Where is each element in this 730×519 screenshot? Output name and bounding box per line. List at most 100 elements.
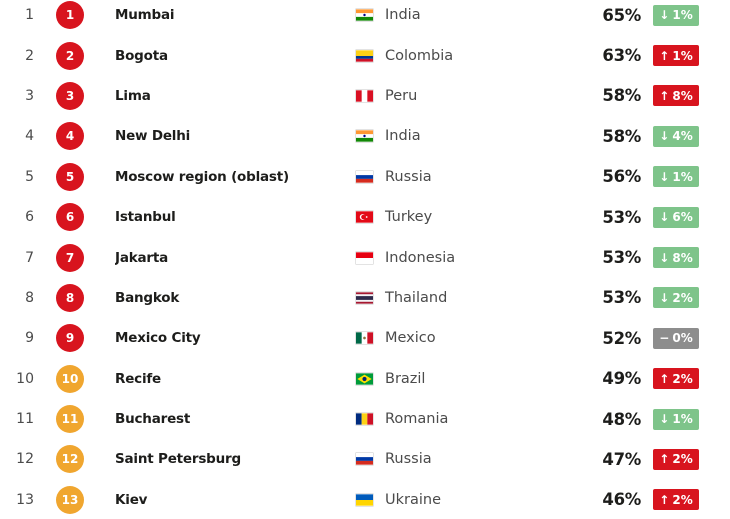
brazil-flag-icon bbox=[356, 373, 373, 385]
rank-circle-number: 3 bbox=[65, 88, 75, 103]
country-name: Peru bbox=[385, 87, 418, 104]
table-row[interactable]: 9 9 Mexico City Mexico 52% − 0% bbox=[0, 318, 730, 358]
rank-number: 3 bbox=[25, 87, 34, 104]
rank-circle-badge: 13 bbox=[56, 485, 84, 514]
table-row[interactable]: 6 6 Istanbul Turkey 53% ↓ 6% bbox=[0, 197, 730, 237]
city-name: Lima bbox=[115, 87, 151, 104]
country-name: Mexico bbox=[385, 330, 436, 347]
country-cell: India bbox=[356, 128, 571, 144]
rank-circle-number: 13 bbox=[61, 492, 79, 507]
rank-circle-badge: 3 bbox=[56, 81, 84, 110]
rank-circle-number: 11 bbox=[61, 412, 79, 427]
city-name: Istanbul bbox=[115, 209, 176, 226]
rank-circle-number: 5 bbox=[65, 169, 75, 184]
rank-circle-badge: 4 bbox=[56, 122, 84, 151]
country-cell: Ukraine bbox=[356, 492, 571, 508]
rank-circle-badge: 9 bbox=[56, 324, 84, 353]
trend-arrow-icon: ↓ bbox=[659, 412, 670, 427]
congestion-percent: 46% bbox=[602, 490, 641, 510]
table-row[interactable]: 10 10 Recife Brazil 49% ↑ 2% bbox=[0, 359, 730, 399]
country-cell: Turkey bbox=[356, 209, 571, 225]
trend-delta-value: 1% bbox=[672, 48, 693, 63]
colombia-flag-icon bbox=[356, 49, 373, 62]
city-name: Saint Petersburg bbox=[115, 451, 241, 468]
trend-delta-value: 4% bbox=[672, 129, 693, 144]
congestion-percent: 58% bbox=[602, 86, 641, 106]
city-name: New Delhi bbox=[115, 128, 191, 145]
rank-circle-badge: 10 bbox=[56, 364, 84, 393]
rank-number: 6 bbox=[25, 209, 34, 226]
city-name: Jakarta bbox=[115, 249, 169, 266]
rank-circle-badge: 12 bbox=[56, 445, 84, 474]
trend-badge: − 0% bbox=[653, 327, 699, 349]
table-row[interactable]: 2 2 Bogota Colombia 63% ↑ 1% bbox=[0, 35, 730, 75]
congestion-percent: 58% bbox=[602, 126, 641, 146]
country-name: Romania bbox=[385, 411, 449, 428]
rank-number: 12 bbox=[16, 451, 34, 468]
trend-badge: ↑ 2% bbox=[653, 368, 699, 390]
country-cell: Russia bbox=[356, 169, 571, 185]
country-cell: Peru bbox=[356, 88, 571, 104]
trend-badge: ↑ 1% bbox=[653, 45, 699, 67]
trend-badge: ↓ 1% bbox=[653, 408, 699, 430]
country-name: Brazil bbox=[385, 370, 426, 387]
mexico-flag-icon bbox=[356, 332, 373, 344]
trend-arrow-icon: ↓ bbox=[659, 290, 670, 305]
country-name: India bbox=[385, 7, 421, 24]
table-row[interactable]: 8 8 Bangkok Thailand 53% ↓ 2% bbox=[0, 278, 730, 318]
table-row[interactable]: 12 12 Saint Petersburg Russia 47% ↑ 2% bbox=[0, 439, 730, 479]
country-name: Russia bbox=[385, 451, 432, 468]
city-name: Bucharest bbox=[115, 411, 191, 428]
rank-circle-number: 12 bbox=[61, 452, 79, 467]
table-row[interactable]: 13 13 Kiev Ukraine 46% ↑ 2% bbox=[0, 480, 730, 519]
trend-arrow-icon: ↑ bbox=[659, 48, 670, 63]
country-cell: Mexico bbox=[356, 330, 571, 346]
rank-number: 11 bbox=[16, 411, 34, 428]
congestion-percent: 56% bbox=[602, 167, 641, 187]
trend-delta-value: 6% bbox=[672, 210, 693, 225]
congestion-percent: 53% bbox=[602, 288, 641, 308]
indonesia-flag-icon bbox=[356, 251, 373, 264]
romania-flag-icon bbox=[356, 413, 373, 425]
city-name: Kiev bbox=[115, 491, 148, 508]
trend-delta-value: 0% bbox=[672, 331, 693, 346]
country-cell: Romania bbox=[356, 411, 571, 427]
trend-badge: ↓ 8% bbox=[653, 247, 699, 269]
rank-circle-number: 6 bbox=[65, 210, 75, 225]
rank-number: 10 bbox=[16, 370, 34, 387]
russia-flag-icon bbox=[356, 453, 373, 466]
rank-circle-number: 1 bbox=[65, 8, 75, 23]
table-row[interactable]: 4 4 New Delhi India 58% ↓ 4% bbox=[0, 116, 730, 156]
trend-arrow-icon: ↓ bbox=[659, 8, 670, 23]
rank-number: 7 bbox=[25, 249, 34, 266]
trend-arrow-icon: ↓ bbox=[659, 129, 670, 144]
table-row[interactable]: 7 7 Jakarta Indonesia 53% ↓ 8% bbox=[0, 237, 730, 277]
india-flag-icon bbox=[356, 130, 373, 143]
trend-arrow-icon: ↑ bbox=[659, 371, 670, 386]
congestion-percent: 53% bbox=[602, 207, 641, 227]
trend-delta-value: 2% bbox=[672, 290, 693, 305]
trend-delta-value: 2% bbox=[672, 371, 693, 386]
rank-circle-badge: 2 bbox=[56, 41, 84, 70]
russia-flag-icon bbox=[356, 171, 373, 183]
city-name: Recife bbox=[115, 370, 162, 387]
table-row[interactable]: 5 5 Moscow region (oblast) Russia 56% ↓ … bbox=[0, 157, 730, 197]
trend-arrow-icon: ↑ bbox=[659, 88, 670, 103]
city-name: Mumbai bbox=[115, 7, 175, 24]
table-row[interactable]: 1 1 Mumbai India 65% ↓ 1% bbox=[0, 0, 730, 35]
country-name: Russia bbox=[385, 168, 432, 185]
country-cell: India bbox=[356, 7, 571, 23]
rank-number: 2 bbox=[25, 47, 34, 64]
trend-arrow-icon: ↓ bbox=[659, 250, 670, 265]
trend-delta-value: 1% bbox=[672, 169, 693, 184]
trend-badge: ↓ 2% bbox=[653, 287, 699, 309]
rank-circle-number: 2 bbox=[65, 48, 75, 63]
rank-circle-badge: 1 bbox=[56, 1, 84, 30]
trend-delta-value: 2% bbox=[672, 492, 693, 507]
rank-circle-badge: 11 bbox=[56, 405, 84, 434]
rank-number: 13 bbox=[16, 491, 34, 508]
country-cell: Brazil bbox=[356, 371, 571, 387]
table-row[interactable]: 11 11 Bucharest Romania 48% ↓ 1% bbox=[0, 399, 730, 439]
table-row[interactable]: 3 3 Lima Peru 58% ↑ 8% bbox=[0, 76, 730, 116]
city-name: Moscow region (oblast) bbox=[115, 168, 289, 185]
